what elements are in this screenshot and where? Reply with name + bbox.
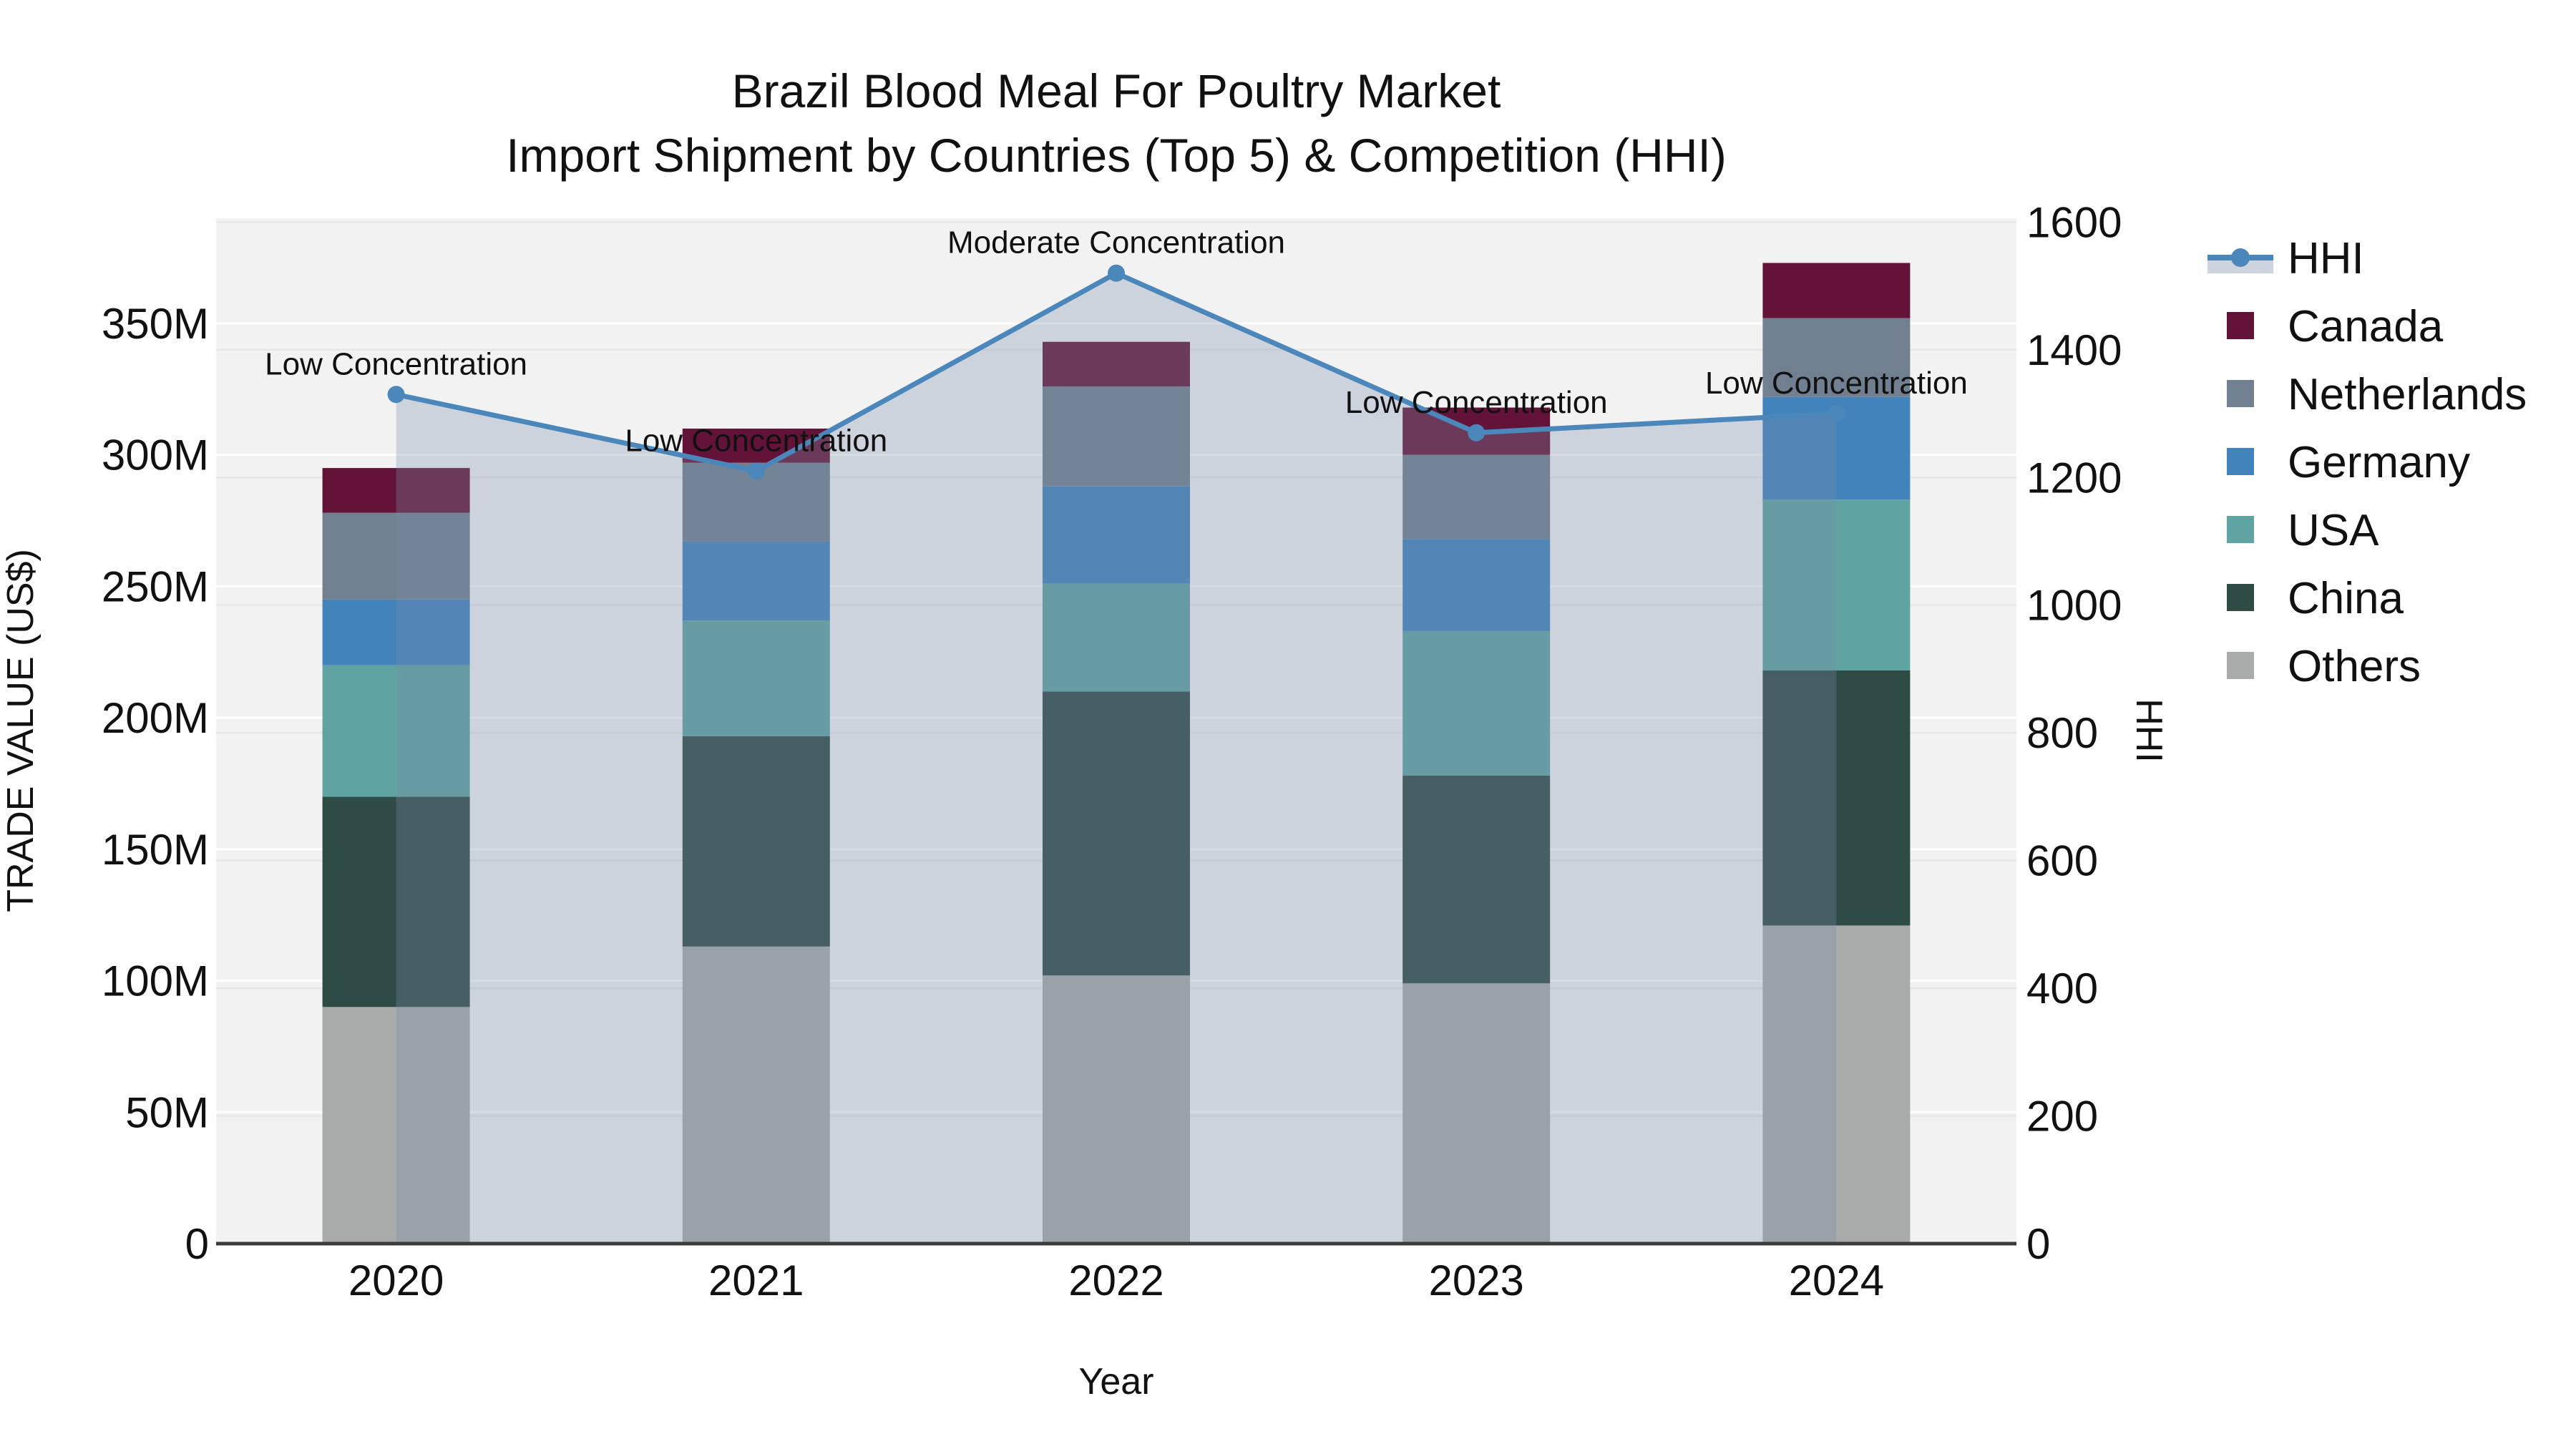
legend-label-china: China	[2288, 574, 2404, 623]
bar-2021-china[interactable]	[682, 736, 830, 947]
legend-item-others[interactable]: Others	[2227, 642, 2421, 691]
left-tick-300M: 300M	[102, 431, 209, 479]
right-tick-600: 600	[2026, 837, 2098, 885]
hhi-marker-2024[interactable]	[1828, 405, 1845, 423]
bars-layer	[322, 263, 1911, 1244]
legend-label-hhi: HHI	[2288, 234, 2364, 283]
right-tick-800: 800	[2026, 709, 2098, 757]
legend-item-netherlands[interactable]: Netherlands	[2227, 370, 2527, 419]
legend-swatch-others	[2227, 652, 2254, 679]
bar-2023-usa[interactable]	[1402, 630, 1551, 776]
left-tick-250M: 250M	[102, 562, 209, 610]
right-tick-400: 400	[2026, 965, 2098, 1013]
left-tick-350M: 350M	[102, 300, 209, 348]
chart-title-line1: Brazil Blood Meal For Poultry Market	[732, 64, 1501, 117]
legend-label-germany: Germany	[2288, 438, 2470, 487]
annotation-2020: Low Concentration	[265, 346, 527, 381]
legend-item-usa[interactable]: USA	[2227, 506, 2379, 555]
hhi-marker-2023[interactable]	[1468, 424, 1485, 441]
right-tick-0: 0	[2026, 1220, 2050, 1268]
left-tick-50M: 50M	[125, 1088, 209, 1136]
right-tick-1200: 1200	[2026, 454, 2122, 502]
bar-2024-others[interactable]	[1762, 925, 1911, 1244]
hhi-area	[396, 273, 1837, 1244]
x-tick-2021: 2021	[708, 1257, 804, 1304]
bar-2023-others[interactable]	[1402, 983, 1551, 1244]
left-axis-title: TRADE VALUE (US$)	[0, 549, 42, 912]
bar-2020-netherlands[interactable]	[322, 512, 470, 600]
bar-2022-germany[interactable]	[1043, 486, 1190, 584]
legend-item-china[interactable]: China	[2227, 574, 2404, 623]
left-tick-100M: 100M	[102, 957, 209, 1005]
legend-swatch-usa	[2227, 516, 2254, 543]
x-tick-2022: 2022	[1068, 1257, 1163, 1304]
legend-label-netherlands: Netherlands	[2288, 370, 2527, 419]
left-tick-150M: 150M	[102, 826, 209, 874]
bar-2021-usa[interactable]	[682, 620, 830, 736]
bar-2023-netherlands[interactable]	[1402, 454, 1551, 540]
bar-2020-usa[interactable]	[322, 665, 470, 797]
hhi-marker-2021[interactable]	[747, 462, 765, 480]
bar-2024-canada[interactable]	[1762, 263, 1911, 318]
bar-2020-germany[interactable]	[322, 599, 470, 665]
left-tick-200M: 200M	[102, 694, 209, 742]
x-tick-2020: 2020	[348, 1257, 444, 1304]
hhi-line-layer	[387, 264, 1845, 480]
legend-label-usa: USA	[2288, 506, 2379, 555]
annotation-2023: Low Concentration	[1345, 385, 1608, 420]
legend-swatch-china	[2227, 584, 2254, 611]
legend-swatch-netherlands	[2227, 380, 2254, 407]
annotation-2024: Low Concentration	[1705, 366, 1968, 401]
bar-2020-china[interactable]	[322, 796, 470, 1008]
right-tick-1400: 1400	[2026, 326, 2122, 374]
bar-2022-others[interactable]	[1043, 975, 1190, 1244]
bar-2024-netherlands[interactable]	[1762, 318, 1911, 397]
x-tick-2023: 2023	[1428, 1257, 1523, 1304]
bar-2021-others[interactable]	[682, 946, 830, 1244]
bar-2022-netherlands[interactable]	[1043, 386, 1190, 487]
annotations-layer: Low Concentration Low Concentration Modera…	[265, 225, 1968, 459]
annotation-2021: Low Concentration	[625, 423, 887, 458]
axes-layer: 0 50M 100M 150M 200M 250M 300M 350M 0 200 400 600 80…	[102, 198, 2122, 1304]
right-tick-200: 200	[2026, 1093, 2098, 1141]
legend-item-hhi[interactable]: HHI	[2207, 234, 2364, 283]
legend-item-germany[interactable]: Germany	[2227, 438, 2470, 487]
legend: HHI Canada Netherlands Germany USA China Other…	[2207, 234, 2527, 691]
legend-swatch-germany	[2227, 448, 2254, 475]
bar-2024-china[interactable]	[1762, 670, 1911, 926]
chart-title-line2: Import Shipment by Countries (Top 5) & C…	[506, 129, 1727, 182]
annotation-2022: Moderate Concentration	[947, 225, 1285, 260]
bar-2020-canada[interactable]	[322, 468, 470, 513]
x-tick-2024: 2024	[1789, 1257, 1884, 1304]
bar-2022-canada[interactable]	[1043, 341, 1190, 387]
legend-swatch-canada	[2227, 312, 2254, 339]
legend-item-canada[interactable]: Canada	[2227, 302, 2444, 351]
bar-2020-others[interactable]	[322, 1007, 470, 1244]
right-axis-title: HHI	[2128, 698, 2170, 763]
hhi-area-layer	[396, 273, 1837, 1244]
x-axis-title: Year	[1078, 1361, 1153, 1402]
right-tick-1600: 1600	[2026, 198, 2122, 246]
bar-2021-germany[interactable]	[682, 541, 830, 621]
right-tick-1000: 1000	[2026, 582, 2122, 630]
left-tick-0: 0	[185, 1220, 209, 1268]
hhi-marker-2020[interactable]	[387, 386, 405, 404]
legend-label-others: Others	[2288, 642, 2421, 691]
bar-2023-china[interactable]	[1402, 775, 1551, 984]
bar-2024-usa[interactable]	[1762, 499, 1911, 670]
legend-label-canada: Canada	[2288, 302, 2444, 351]
bar-2023-germany[interactable]	[1402, 539, 1551, 631]
bar-2022-china[interactable]	[1043, 691, 1190, 976]
hhi-marker-2022[interactable]	[1108, 264, 1125, 282]
legend-hhi-marker	[2231, 248, 2250, 267]
bar-2022-usa[interactable]	[1043, 583, 1190, 692]
